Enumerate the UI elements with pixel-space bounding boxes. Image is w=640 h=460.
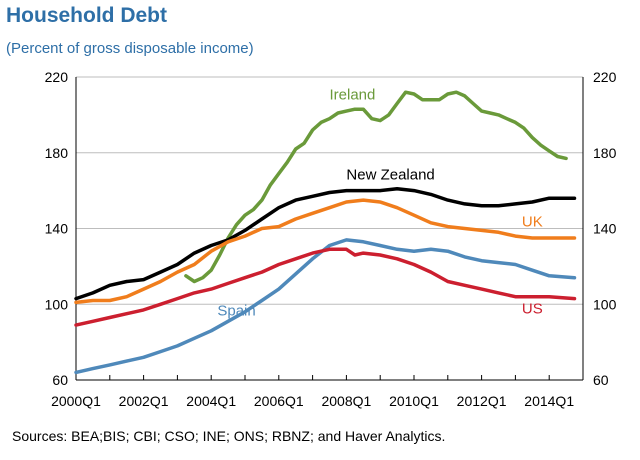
x-tick-2006Q1: 2006Q1 [254,393,304,409]
chart-subtitle: (Percent of gross disposable income) [6,40,254,57]
x-tick-2002Q1: 2002Q1 [119,393,169,409]
x-tick-2010Q1: 2010Q1 [389,393,439,409]
x-tick-2008Q1: 2008Q1 [321,393,371,409]
y-tick-left-100: 100 [45,296,69,312]
series-line-uk [74,198,577,305]
series-label-ireland: Ireland [330,87,376,104]
x-tick-2000Q1: 2000Q1 [51,393,101,409]
y-tick-right-180: 180 [593,145,617,161]
chart-source: Sources: BEA;BIS; CBI; CSO; INE; ONS; RB… [12,428,446,444]
y-tick-right-100: 100 [593,296,617,312]
y-tick-right-220: 220 [593,69,617,85]
y-tick-left-220: 220 [45,69,69,85]
x-tick-2014Q1: 2014Q1 [524,393,574,409]
series-line-new-zealand [74,186,577,301]
y-tick-left-140: 140 [45,221,69,237]
y-tick-left-180: 180 [45,145,69,161]
series-label-new-zealand: New Zealand [346,166,434,183]
series-line-ireland [184,90,568,284]
y-tick-left-60: 60 [52,372,68,388]
series-label-spain: Spain [217,303,255,320]
x-tick-2012Q1: 2012Q1 [457,393,507,409]
series-line-us [74,247,577,327]
chart-title: Household Debt [6,4,167,27]
y-tick-right-60: 60 [593,372,609,388]
x-tick-2004Q1: 2004Q1 [186,393,236,409]
y-tick-right-140: 140 [593,221,617,237]
series-label-us: US [522,301,543,318]
series-label-uk: UK [522,214,543,231]
